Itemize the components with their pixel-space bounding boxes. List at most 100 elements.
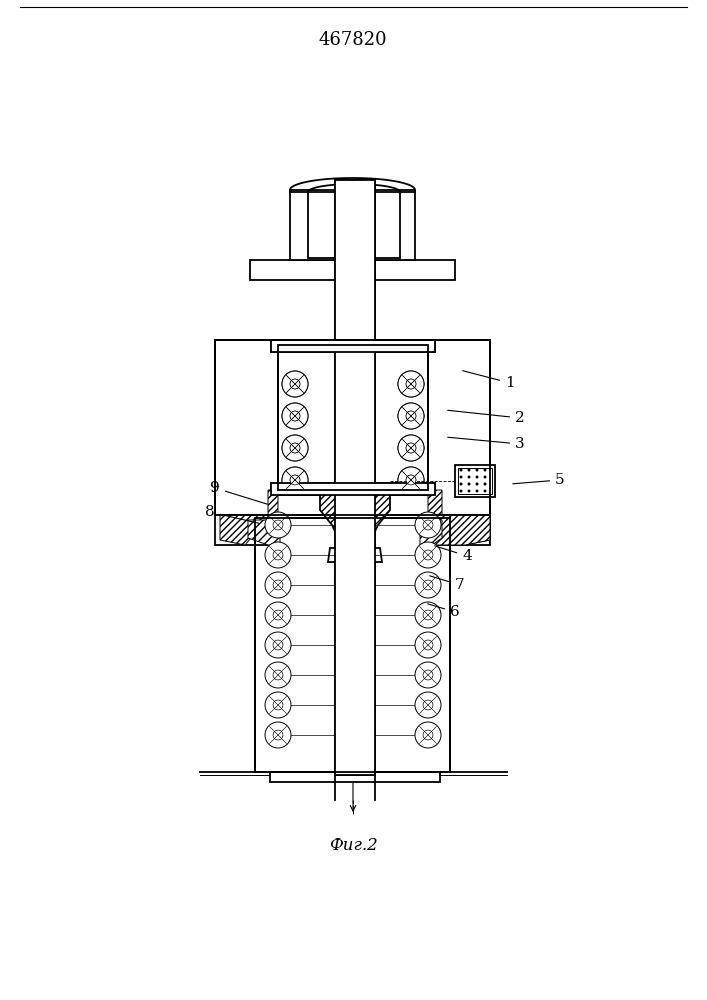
Circle shape: [476, 476, 479, 479]
Circle shape: [415, 662, 441, 688]
Circle shape: [467, 468, 470, 472]
Text: 2: 2: [448, 410, 525, 425]
Circle shape: [273, 730, 283, 740]
Circle shape: [484, 476, 486, 479]
Bar: [455, 465, 495, 497]
Bar: [271, 483, 435, 495]
Bar: [250, 260, 455, 280]
Bar: [271, 340, 435, 352]
Circle shape: [398, 403, 424, 429]
Bar: [335, 180, 375, 775]
Polygon shape: [428, 490, 490, 545]
Circle shape: [415, 722, 441, 748]
Circle shape: [347, 549, 359, 561]
Circle shape: [282, 467, 308, 493]
Polygon shape: [328, 548, 382, 562]
Circle shape: [423, 700, 433, 710]
Circle shape: [476, 489, 479, 492]
Circle shape: [476, 483, 479, 486]
Circle shape: [282, 435, 308, 461]
Circle shape: [290, 411, 300, 421]
Bar: [215, 515, 275, 545]
Circle shape: [460, 468, 462, 472]
Circle shape: [406, 443, 416, 453]
Circle shape: [398, 435, 424, 461]
Circle shape: [460, 476, 462, 479]
Circle shape: [415, 692, 441, 718]
Text: 467820: 467820: [319, 31, 387, 49]
Text: 5: 5: [513, 473, 565, 487]
Circle shape: [476, 468, 479, 472]
Circle shape: [467, 476, 470, 479]
Circle shape: [467, 483, 470, 486]
Bar: [290, 190, 415, 260]
Polygon shape: [248, 520, 280, 545]
Circle shape: [273, 700, 283, 710]
Bar: [308, 192, 400, 258]
Circle shape: [282, 371, 308, 397]
Circle shape: [398, 371, 424, 397]
Circle shape: [423, 670, 433, 680]
Circle shape: [265, 692, 291, 718]
Circle shape: [406, 379, 416, 389]
Bar: [270, 772, 440, 782]
Circle shape: [273, 670, 283, 680]
Circle shape: [290, 411, 300, 421]
Bar: [215, 515, 275, 545]
Polygon shape: [220, 490, 278, 545]
Bar: [458, 468, 492, 494]
Bar: [335, 180, 375, 775]
Bar: [278, 345, 428, 490]
Text: 1: 1: [462, 371, 515, 390]
Bar: [342, 562, 368, 580]
Circle shape: [282, 467, 308, 493]
Circle shape: [265, 572, 291, 598]
Circle shape: [282, 403, 308, 429]
Bar: [290, 190, 415, 260]
Circle shape: [406, 475, 416, 485]
Circle shape: [398, 435, 424, 461]
Circle shape: [423, 640, 433, 650]
Circle shape: [406, 379, 416, 389]
Circle shape: [273, 580, 283, 590]
Circle shape: [415, 632, 441, 658]
Circle shape: [460, 489, 462, 492]
Circle shape: [484, 468, 486, 472]
Circle shape: [398, 467, 424, 493]
Circle shape: [423, 730, 433, 740]
Circle shape: [398, 403, 424, 429]
Circle shape: [265, 722, 291, 748]
Circle shape: [273, 520, 283, 530]
Circle shape: [415, 512, 441, 538]
Circle shape: [415, 602, 441, 628]
Circle shape: [398, 371, 424, 397]
Text: 8: 8: [205, 505, 259, 523]
Bar: [255, 518, 450, 772]
Text: Фиг.2: Фиг.2: [329, 836, 378, 854]
Circle shape: [282, 435, 308, 461]
Circle shape: [415, 572, 441, 598]
Bar: [215, 340, 490, 515]
Circle shape: [484, 483, 486, 486]
Circle shape: [290, 475, 300, 485]
Circle shape: [273, 610, 283, 620]
Circle shape: [460, 483, 462, 486]
Circle shape: [290, 379, 300, 389]
Bar: [271, 340, 435, 352]
Circle shape: [282, 371, 308, 397]
Bar: [215, 340, 490, 515]
Circle shape: [290, 379, 300, 389]
Bar: [250, 260, 455, 280]
Polygon shape: [428, 515, 490, 545]
Circle shape: [423, 580, 433, 590]
Circle shape: [467, 489, 470, 492]
Circle shape: [265, 512, 291, 538]
Bar: [335, 580, 375, 595]
Text: 6: 6: [428, 604, 460, 619]
Circle shape: [406, 475, 416, 485]
Circle shape: [265, 632, 291, 658]
Circle shape: [290, 443, 300, 453]
Bar: [215, 340, 490, 515]
Circle shape: [406, 411, 416, 421]
Circle shape: [406, 443, 416, 453]
